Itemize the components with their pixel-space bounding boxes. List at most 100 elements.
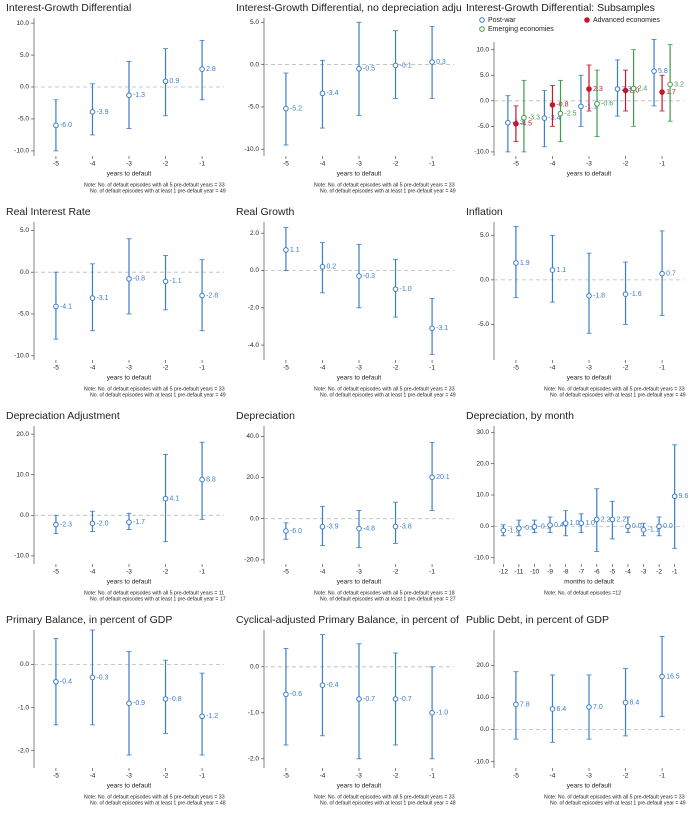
y-tick-label: -5.0 [248, 104, 260, 111]
point [429, 59, 435, 65]
value-label: -3.8 [400, 523, 412, 530]
x-tick-label: -6 [594, 569, 600, 576]
panel: Primary Balance, in percent of GDP -2.0 -1… [6, 614, 226, 807]
value-label: 1.0 [570, 520, 580, 527]
y-tick-label: 0.0 [250, 61, 259, 68]
point [651, 68, 657, 74]
panel: Real Interest Rate -10.0 -5.0 0.0 5.0 -5 -4 -3 -… [6, 206, 226, 399]
y-tick-label: 0.0 [480, 523, 489, 530]
y-tick-label: -2.0 [248, 305, 260, 312]
point [625, 523, 631, 530]
x-tick-label: -1 [199, 365, 205, 372]
x-tick-label: -3 [126, 773, 132, 780]
value-label: 2.2 [616, 516, 626, 523]
y-tick-label: 10.0 [476, 492, 489, 499]
note: Note: No. of default episodes with all 5… [84, 794, 225, 800]
x-axis-label: years to default [107, 375, 152, 382]
point [283, 247, 289, 253]
value-label: -3.3 [528, 115, 540, 122]
value-label: -0.1 [538, 524, 550, 531]
note: No. of default episodes with at least 1 … [90, 800, 226, 806]
y-tick-label: 2.0 [250, 230, 259, 237]
point [283, 105, 289, 112]
x-tick-label: -4 [90, 161, 96, 168]
point [199, 713, 205, 720]
legend-label: Post-war [488, 17, 516, 24]
point [53, 303, 59, 310]
value-label: 2.3 [593, 86, 603, 93]
y-tick-label: 30.0 [476, 429, 489, 436]
value-label: 1.9 [520, 260, 530, 267]
value-label: -0.7 [400, 696, 412, 703]
x-tick-label: -4 [320, 365, 326, 372]
y-tick-label: 0.0 [20, 512, 29, 519]
value-label: 0.3 [436, 59, 446, 66]
point [392, 286, 399, 292]
x-tick-label: -2 [163, 569, 169, 576]
x-tick-label: -5 [513, 161, 519, 168]
point [162, 696, 169, 702]
x-tick-label: -2 [393, 773, 399, 780]
y-tick-label: -10.0 [14, 353, 29, 360]
x-tick-label: -11 [514, 569, 523, 576]
point [513, 260, 519, 266]
value-label: -1.1 [648, 527, 660, 534]
point [392, 696, 399, 702]
point [622, 87, 629, 94]
x-tick-label: -1 [659, 365, 665, 372]
panel-title: Real Interest Rate [6, 206, 91, 218]
x-tick-label: -2 [163, 365, 169, 372]
value-label: -1.0 [400, 286, 412, 293]
note: No. of default episodes with at least 1 … [320, 188, 456, 194]
value-label: 7.0 [593, 704, 603, 711]
point [640, 527, 647, 533]
value-label: 8.8 [206, 476, 216, 483]
x-tick-label: -4 [320, 161, 326, 168]
value-label: 16.5 [666, 673, 680, 680]
point [89, 520, 96, 527]
x-tick-label: -1 [199, 161, 205, 168]
point [521, 114, 527, 121]
value-label: 0.2 [326, 264, 336, 271]
point [126, 92, 132, 99]
x-axis-label: years to default [567, 375, 612, 382]
value-label: 1.1 [556, 267, 566, 274]
point [622, 291, 629, 297]
value-label: 5.8 [658, 68, 668, 75]
x-tick-label: -5 [283, 161, 289, 168]
panel-title: Interest-Growth Differential [6, 2, 131, 14]
y-tick-label: -5.0 [478, 321, 490, 328]
x-tick-label: -3 [356, 161, 362, 168]
x-tick-label: -5 [283, 365, 289, 372]
y-tick-label: -10.0 [244, 146, 259, 153]
panel-title: Inflation [466, 206, 503, 218]
x-tick-label: -4 [550, 365, 556, 372]
panel: Cyclical-adjusted Primary Balance, in pe… [236, 614, 459, 807]
note: No. of default episodes with at least 1 … [550, 392, 686, 398]
point [659, 673, 665, 680]
point [516, 525, 522, 532]
point [671, 493, 678, 500]
x-axis-label: years to default [107, 579, 152, 586]
panel-title: Depreciation Adjustment [6, 410, 120, 422]
note: No. of default episodes with at least 1 … [90, 596, 226, 602]
y-tick-label: -5.0 [18, 116, 30, 123]
point [89, 295, 96, 301]
value-label: 0.0 [632, 523, 642, 530]
point [162, 78, 169, 85]
value-label: -1.3 [507, 527, 519, 534]
point [549, 267, 556, 273]
value-label: -3.9 [326, 524, 338, 531]
x-tick-label: -3 [356, 569, 362, 576]
y-tick-label: 0.0 [480, 98, 489, 105]
x-tick-label: -12 [499, 569, 509, 576]
point [549, 706, 556, 712]
point [513, 120, 519, 127]
legend-marker [584, 17, 590, 23]
value-label: -0.3 [96, 674, 108, 681]
y-tick-label: 0.0 [250, 515, 259, 522]
panel: Interest-Growth Differential: Subsamples… [466, 2, 684, 178]
value-label: -4.5 [520, 121, 532, 128]
point [199, 292, 205, 299]
point [578, 520, 585, 527]
